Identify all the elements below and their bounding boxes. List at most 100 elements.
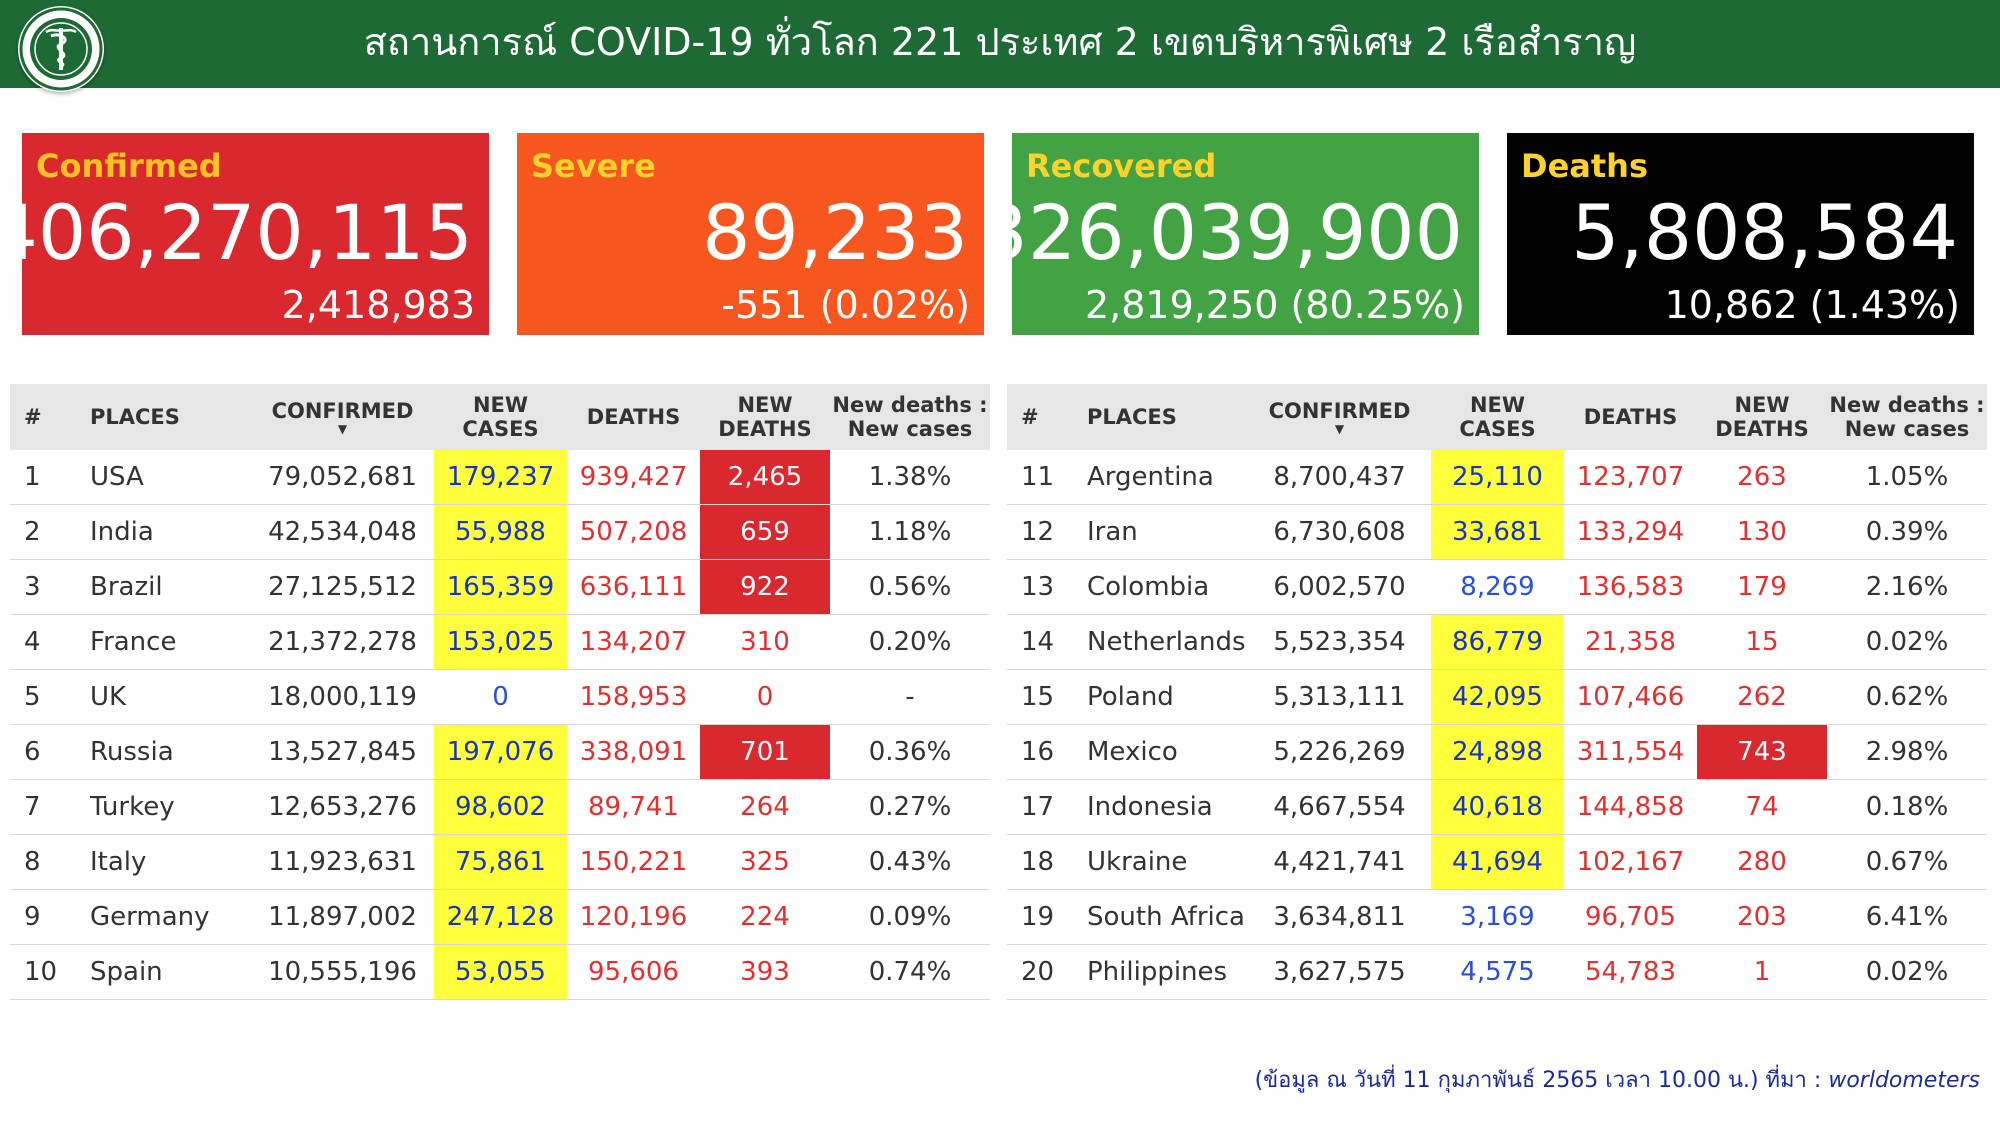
- deaths-cell: 102,167: [1564, 834, 1697, 890]
- confirmed-cell: 11,923,631: [251, 834, 434, 890]
- new-cases-header[interactable]: NEW CASES: [434, 384, 567, 450]
- deaths-cell: 120,196: [567, 889, 700, 945]
- deaths-card: Deaths 5,808,584 10,862 (1.43%): [1507, 133, 1974, 335]
- ratio-header[interactable]: New deaths : New cases: [1827, 384, 1987, 450]
- ratio-cell: 1.05%: [1827, 450, 1987, 505]
- new-cases-cell: 153,025: [434, 614, 567, 670]
- deaths-header[interactable]: DEATHS: [1564, 384, 1697, 450]
- new-cases-cell: 55,988: [434, 504, 567, 560]
- confirmed-cell: 3,634,811: [1248, 889, 1431, 945]
- rank-cell: 10: [10, 944, 86, 1000]
- table-row[interactable]: 15 Poland 5,313,111 42,095 107,466 262 0.62%: [1007, 669, 1987, 725]
- new-cases-cell: 25,110: [1431, 450, 1564, 505]
- place-cell: Mexico: [1083, 724, 1248, 780]
- new-deaths-cell: 280: [1697, 834, 1827, 890]
- table-row[interactable]: 3 Brazil 27,125,512 165,359 636,111 922 0.56%: [10, 559, 990, 615]
- rank-cell: 16: [1007, 724, 1083, 780]
- table-row[interactable]: 19 South Africa 3,634,811 3,169 96,705 203 6.4…: [1007, 889, 1987, 945]
- table-row[interactable]: 10 Spain 10,555,196 53,055 95,606 393 0.74%: [10, 944, 990, 1000]
- places-header[interactable]: PLACES: [86, 384, 251, 450]
- table-row[interactable]: 9 Germany 11,897,002 247,128 120,196 224 0.09%: [10, 889, 990, 945]
- place-cell: Netherlands: [1083, 614, 1248, 670]
- deaths-cell: 507,208: [567, 504, 700, 560]
- new-deaths-cell: 659: [700, 504, 830, 560]
- deaths-cell: 150,221: [567, 834, 700, 890]
- deaths-cell: 89,741: [567, 779, 700, 835]
- new-deaths-cell: 325: [700, 834, 830, 890]
- table-row[interactable]: 5 UK 18,000,119 0 158,953 0-: [10, 669, 990, 725]
- ministry-seal-icon: [18, 6, 104, 92]
- source-link[interactable]: worldometers: [1828, 1068, 1980, 1093]
- new-cases-header[interactable]: NEW CASES: [1431, 384, 1564, 450]
- confirmed-cell: 79,052,681: [251, 450, 434, 505]
- new-cases-cell: 53,055: [434, 944, 567, 1000]
- ratio-cell: 0.27%: [830, 779, 990, 835]
- place-cell: Indonesia: [1083, 779, 1248, 835]
- confirmed-total: 406,270,115: [0, 188, 473, 277]
- place-cell: Argentina: [1083, 450, 1248, 505]
- place-cell: South Africa: [1083, 889, 1248, 945]
- confirmed-header-label: CONFIRMED: [271, 399, 414, 423]
- new-cases-cell: 42,095: [1431, 669, 1564, 725]
- confirmed-cell: 27,125,512: [251, 559, 434, 615]
- table-row[interactable]: 12 Iran 6,730,608 33,681 133,294 130 0.39%: [1007, 504, 1987, 560]
- sort-down-icon[interactable]: ▼: [1334, 422, 1345, 436]
- ratio-cell: 1.38%: [830, 450, 990, 505]
- footer-note: (ข้อมูล ณ วันที่ 11 กุมภาพันธ์ 2565 เวลา…: [1254, 1068, 1829, 1093]
- new-cases-cell: 98,602: [434, 779, 567, 835]
- table-row[interactable]: 18 Ukraine 4,421,741 41,694 102,167 280 0.67%: [1007, 834, 1987, 890]
- confirmed-header[interactable]: CONFIRMED ▼: [1248, 384, 1431, 450]
- new-deaths-header[interactable]: NEW DEATHS: [1697, 384, 1827, 450]
- new-deaths-cell: 262: [1697, 669, 1827, 725]
- place-cell: Germany: [86, 889, 251, 945]
- ratio-cell: 0.62%: [1827, 669, 1987, 725]
- confirmed-cell: 6,002,570: [1248, 559, 1431, 615]
- table-row[interactable]: 8 Italy 11,923,631 75,861 150,221 325 0.43%: [10, 834, 990, 890]
- confirmed-cell: 8,700,437: [1248, 450, 1431, 505]
- table-row[interactable]: 14 Netherlands 5,523,354 86,779 21,358 15 0.02…: [1007, 614, 1987, 670]
- ratio-cell: 0.74%: [830, 944, 990, 1000]
- table-row[interactable]: 2 India 42,534,048 55,988 507,208 659 1.18%: [10, 504, 990, 560]
- recovered-card: Recovered 326,039,900 2,819,250 (80.25%): [980, 133, 1479, 335]
- deaths-cell: 96,705: [1564, 889, 1697, 945]
- table-row[interactable]: 4 France 21,372,278 153,025 134,207 310 0.20%: [10, 614, 990, 670]
- new-deaths-cell: 130: [1697, 504, 1827, 560]
- table-row[interactable]: 1 USA 79,052,681 179,237 939,427 2,465 1.38%: [10, 450, 990, 505]
- ratio-cell: 1.18%: [830, 504, 990, 560]
- places-header[interactable]: PLACES: [1083, 384, 1248, 450]
- table-row[interactable]: 7 Turkey 12,653,276 98,602 89,741 264 0.27%: [10, 779, 990, 835]
- new-deaths-cell: 263: [1697, 450, 1827, 505]
- sort-down-icon[interactable]: ▼: [337, 422, 348, 436]
- new-deaths-cell: 922: [700, 559, 830, 615]
- confirmed-header[interactable]: CONFIRMED ▼: [251, 384, 434, 450]
- ratio-header[interactable]: New deaths : New cases: [830, 384, 990, 450]
- severe-total: 89,233: [702, 188, 968, 277]
- rank-cell: 9: [10, 889, 86, 945]
- table-row[interactable]: 6 Russia 13,527,845 197,076 338,091 701 0.36%: [10, 724, 990, 780]
- table-row[interactable]: 17 Indonesia 4,667,554 40,618 144,858 74 0.18%: [1007, 779, 1987, 835]
- confirmed-new: 2,418,983: [281, 283, 475, 327]
- confirmed-cell: 21,372,278: [251, 614, 434, 670]
- deaths-header[interactable]: DEATHS: [567, 384, 700, 450]
- deaths-cell: 136,583: [1564, 559, 1697, 615]
- cases-table-left: # PLACES CONFIRMED ▼ NEW CASES DEATHS NEW…: [10, 384, 990, 1000]
- deaths-cell: 134,207: [567, 614, 700, 670]
- place-cell: Turkey: [86, 779, 251, 835]
- new-cases-cell: 197,076: [434, 724, 567, 780]
- deaths-total: 5,808,584: [1571, 188, 1958, 277]
- rank-cell: 7: [10, 779, 86, 835]
- new-cases-cell: 40,618: [1431, 779, 1564, 835]
- rank-cell: 1: [10, 450, 86, 505]
- new-deaths-header[interactable]: NEW DEATHS: [700, 384, 830, 450]
- table-row[interactable]: 11 Argentina 8,700,437 25,110 123,707 263 1.05…: [1007, 450, 1987, 505]
- deaths-cell: 133,294: [1564, 504, 1697, 560]
- rank-cell: 14: [1007, 614, 1083, 670]
- table-row[interactable]: 13 Colombia 6,002,570 8,269 136,583 179 2.16%: [1007, 559, 1987, 615]
- ratio-cell: 0.43%: [830, 834, 990, 890]
- table-row[interactable]: 20 Philippines 3,627,575 4,575 54,783 1 0.02%: [1007, 944, 1987, 1000]
- confirmed-cell: 12,653,276: [251, 779, 434, 835]
- confirmed-cell: 5,313,111: [1248, 669, 1431, 725]
- place-cell: Brazil: [86, 559, 251, 615]
- deaths-cell: 123,707: [1564, 450, 1697, 505]
- table-row[interactable]: 16 Mexico 5,226,269 24,898 311,554 743 2.98%: [1007, 724, 1987, 780]
